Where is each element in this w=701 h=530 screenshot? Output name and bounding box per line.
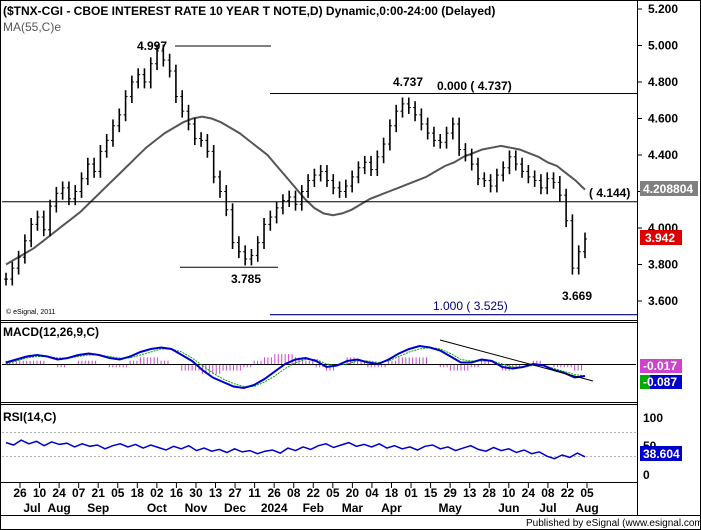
month-label: 2024 xyxy=(261,501,288,515)
day-label: 11 xyxy=(248,486,261,500)
macd-value1-text: -0.017 xyxy=(643,359,677,373)
price-bars xyxy=(4,44,587,286)
day-label: 29 xyxy=(443,486,457,500)
macd-value2-badge xyxy=(640,375,682,389)
day-label: 02 xyxy=(150,486,164,500)
price-tick-label: 3.600 xyxy=(648,294,678,308)
month-label: Jun xyxy=(498,501,519,515)
month-label: May xyxy=(438,501,462,515)
ma-value-badge xyxy=(640,181,698,196)
ma-value-text: 4.208804 xyxy=(643,182,693,196)
day-label: 18 xyxy=(131,486,145,500)
day-label: 22 xyxy=(307,486,321,500)
month-label: Dec xyxy=(224,501,246,515)
price-tick-label: 4.600 xyxy=(648,112,678,126)
month-label: Mar xyxy=(342,501,364,515)
month-label: Aug xyxy=(47,501,70,515)
low-dec-label: 3.785 xyxy=(231,272,261,286)
day-label: 24 xyxy=(522,486,536,500)
fib-0-label: 0.000 ( 4.737) xyxy=(437,79,512,93)
day-label: 30 xyxy=(189,486,203,500)
time-axis: 26 10 24 07 21 05 18 02 16 30 13 27 11 26 08 22 05 20 04 18… xyxy=(13,483,599,515)
macd-trendline xyxy=(439,339,594,382)
day-label: 07 xyxy=(72,486,86,500)
last-price-badge xyxy=(640,230,682,245)
low-aug-label: 3.669 xyxy=(562,289,592,303)
day-label: 05 xyxy=(580,486,594,500)
day-label: 10 xyxy=(33,486,47,500)
day-label: 05 xyxy=(326,486,340,500)
day-label: 08 xyxy=(541,486,555,500)
day-label: 05 xyxy=(111,486,125,500)
day-label: 10 xyxy=(502,486,516,500)
day-label: 26 xyxy=(267,486,281,500)
price-tick-label: 3.800 xyxy=(648,258,678,272)
macd-line xyxy=(5,344,586,390)
ma55-line xyxy=(5,115,586,266)
macd-value2-text: -0.087 xyxy=(643,375,677,389)
month-label: Aug xyxy=(575,501,598,515)
peak-apr-label: 4.737 xyxy=(393,75,423,89)
month-label: Sep xyxy=(87,501,109,515)
price-annotations xyxy=(2,45,637,316)
last-price-text: 3.942 xyxy=(645,231,675,245)
rsi-tick-100: 100 xyxy=(643,411,663,425)
day-label: 13 xyxy=(463,486,477,500)
rsi-value-text: 38.604 xyxy=(643,447,680,461)
day-label: 18 xyxy=(385,486,399,500)
month-label: Jul xyxy=(23,501,40,515)
ma-label: MA(55,C)e xyxy=(3,20,61,34)
month-label: Nov xyxy=(185,501,208,515)
day-label: 15 xyxy=(424,486,438,500)
macd-value1-badge xyxy=(640,359,682,373)
macd-label: MACD(12,26,9,C) xyxy=(3,325,99,339)
day-label: 16 xyxy=(170,486,184,500)
price-tick-label: 4.800 xyxy=(648,75,678,89)
day-label: 13 xyxy=(209,486,223,500)
price-tick-label: 5.200 xyxy=(648,2,678,16)
fib-level-label: ( 4.144) xyxy=(589,186,630,200)
day-label: 26 xyxy=(13,486,27,500)
fib-1-label: 1.000 ( 3.525) xyxy=(433,299,508,313)
price-tick-label: 4.400 xyxy=(648,148,678,162)
rsi-tick-0: 0 xyxy=(643,468,650,482)
rsi-label: RSI(14,C) xyxy=(3,410,56,424)
publisher-credit: Published by eSignal (www.esignal.com) xyxy=(526,518,701,529)
rsi-value-badge xyxy=(640,446,682,461)
day-label: 21 xyxy=(92,486,106,500)
day-label: 08 xyxy=(287,486,301,500)
day-label: 28 xyxy=(483,486,497,500)
day-label: 22 xyxy=(561,486,575,500)
rsi-line xyxy=(5,439,586,460)
peak-label: 4.997 xyxy=(137,39,167,53)
day-label: 01 xyxy=(404,486,418,500)
day-label: 24 xyxy=(52,486,66,500)
month-label: Jul xyxy=(539,501,556,515)
month-label: Oct xyxy=(147,501,167,515)
macd-signal-swatch xyxy=(640,375,650,389)
day-label: 20 xyxy=(346,486,360,500)
watermark: © eSignal, 2011 xyxy=(6,308,56,316)
day-label: 04 xyxy=(365,486,379,500)
month-label: Apr xyxy=(381,501,402,515)
day-label: 27 xyxy=(228,486,242,500)
month-label: Feb xyxy=(303,501,324,515)
price-tick-label: 5.000 xyxy=(648,39,678,53)
chart-title: ($TNX-CGI - CBOE INTEREST RATE 10 YEAR T… xyxy=(3,4,495,18)
